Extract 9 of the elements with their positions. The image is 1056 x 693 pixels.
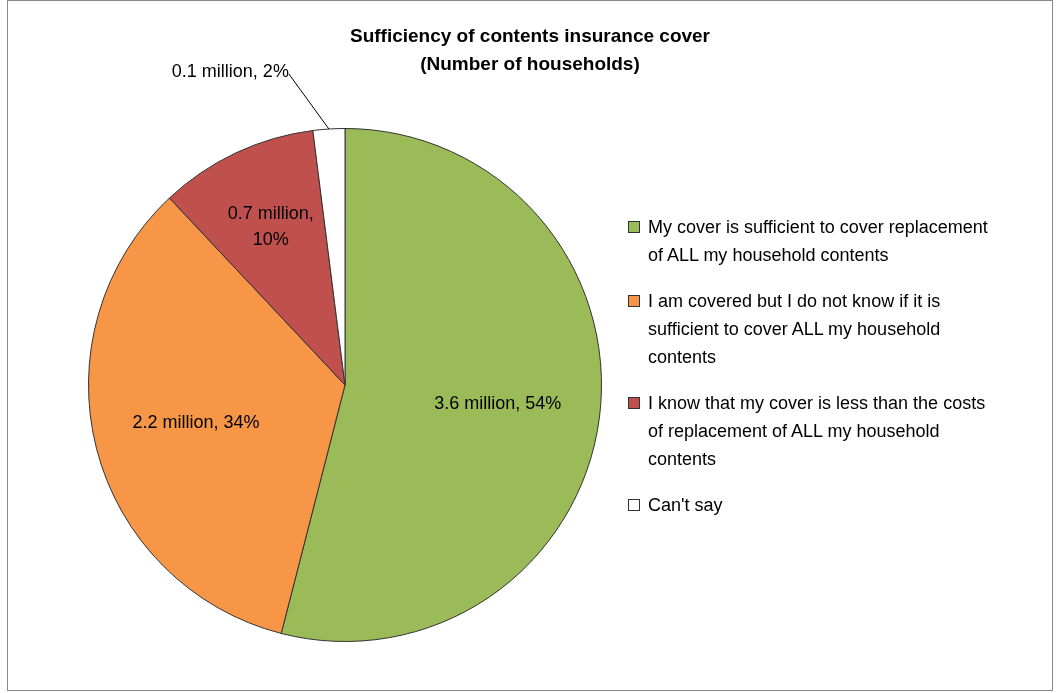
data-label: 0.1 million, 2% <box>171 60 289 81</box>
legend-label: I am covered but I do not know if it is sufficient to cover ALL my household contents <box>648 290 942 369</box>
legend-label: Can't say <box>648 494 723 517</box>
chart-title: Sufficiency of contents insurance cover (Number of households) <box>349 25 711 74</box>
legend-label: I know that my cover is less than the costs of replacement of ALL my household contents <box>648 392 987 471</box>
data-label: 2.2 million, 34% <box>132 412 260 433</box>
data-label: 3.6 million, 54% <box>434 393 562 414</box>
legend-label: My cover is sufficient to cover replacement of ALL my household contents <box>648 216 988 267</box>
data-label: 0.7 million, 10% <box>227 203 314 250</box>
